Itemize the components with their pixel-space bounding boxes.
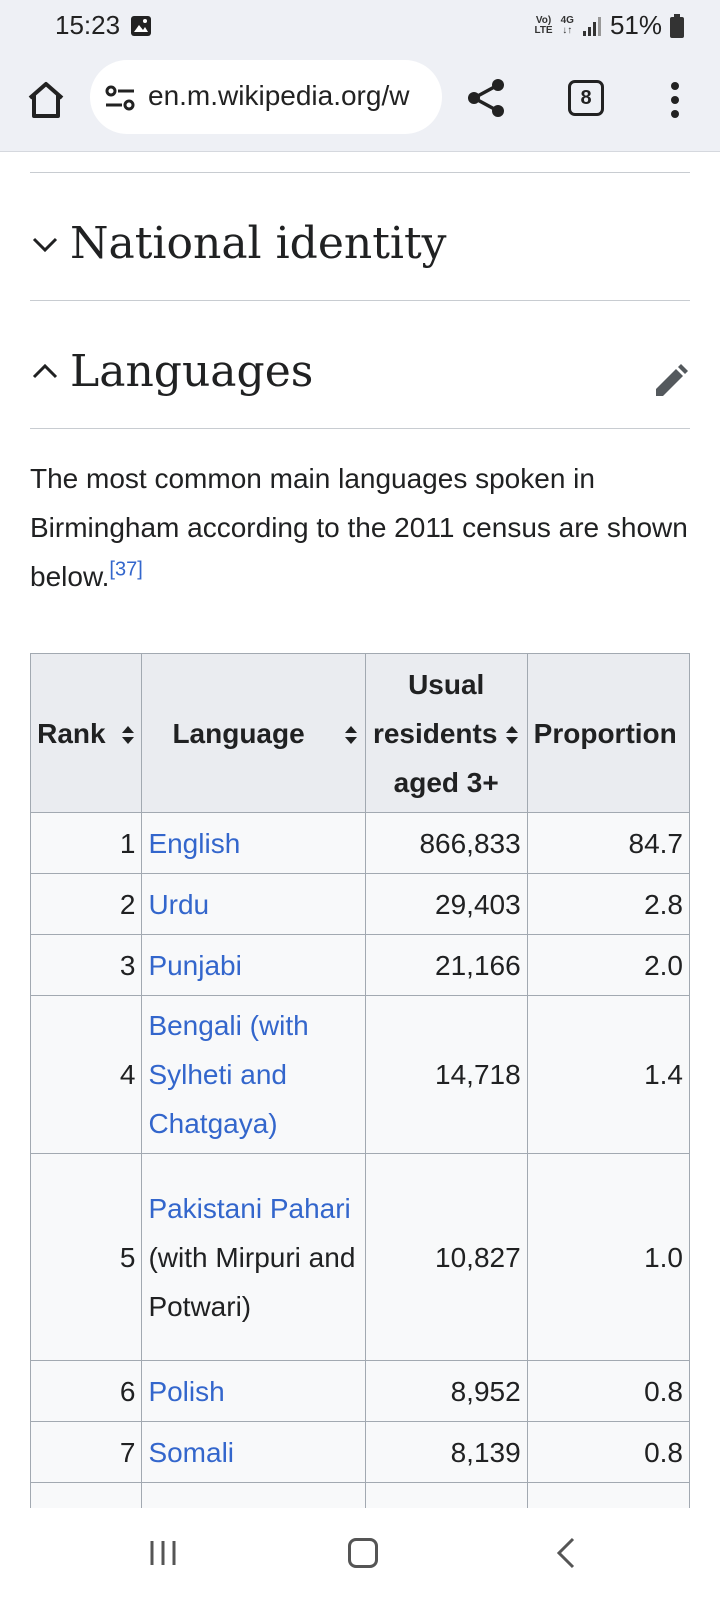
chevron-down-icon: [32, 237, 58, 252]
more-options-icon[interactable]: [660, 78, 690, 122]
rank-cell: 4: [30, 995, 143, 1154]
language-cell: Pakistani Pahari (with Mirpuri and Potwa…: [141, 1153, 366, 1361]
sort-icon: [506, 726, 519, 745]
header-usual-residents[interactable]: Usual residents aged 3+: [364, 653, 528, 813]
system-navigation-bar: [0, 1508, 720, 1600]
url-text[interactable]: en.m.wikipedia.org/w: [148, 80, 410, 111]
residents-cell: 10,827: [364, 1153, 528, 1361]
browser-toolbar: en.m.wikipedia.org/w 8: [0, 52, 720, 152]
language-link[interactable]: Polish: [148, 1375, 225, 1407]
section-divider: [30, 300, 690, 301]
status-bar: 15:23 Vo) LTE 4G ↓↑ 51%: [0, 0, 720, 52]
status-icons: Vo) LTE 4G ↓↑ 51%: [534, 10, 684, 41]
address-bar[interactable]: en.m.wikipedia.org/w: [90, 60, 442, 134]
table-row: 3 Punjabi 21,166 2.0: [30, 934, 690, 996]
residents-cell: 29,403: [364, 873, 528, 935]
proportion-cell: 2.0: [526, 934, 690, 996]
table-row: [30, 1482, 690, 1508]
recent-apps-icon[interactable]: [148, 1538, 178, 1568]
language-link[interactable]: English: [148, 827, 241, 859]
edit-pencil-icon[interactable]: [652, 364, 688, 400]
intro-paragraph: The most common main languages spoken in…: [30, 454, 690, 601]
table-row: 2 Urdu 29,403 2.8: [30, 873, 690, 935]
battery-percent: 51%: [609, 10, 662, 40]
intro-text: The most common main languages spoken in…: [30, 463, 688, 592]
table-row: 5 Pakistani Pahari (with Mirpuri and Pot…: [30, 1153, 690, 1361]
language-link[interactable]: Bengali (with Sylheti and Chatgaya): [148, 1010, 309, 1139]
header-rank[interactable]: Rank: [30, 653, 143, 813]
rank-cell: 3: [30, 934, 143, 996]
share-icon[interactable]: [465, 76, 509, 120]
residents-cell: 866,833: [364, 812, 528, 874]
section-divider: [30, 172, 690, 173]
language-link[interactable]: Pakistani Pahari: [148, 1192, 351, 1224]
home-icon[interactable]: [22, 76, 70, 124]
proportion-cell: 0.8: [526, 1360, 690, 1422]
header-language[interactable]: Language: [141, 653, 366, 813]
sort-icon: [122, 726, 135, 745]
language-cell: Urdu: [141, 873, 366, 935]
residents-cell: 14,718: [364, 995, 528, 1154]
status-time: 15:23: [55, 10, 121, 40]
language-link[interactable]: Punjabi: [148, 949, 242, 981]
tab-switcher-button[interactable]: 8: [568, 80, 604, 116]
language-link[interactable]: Urdu: [148, 888, 210, 920]
table-row: 7 Somali 8,139 0.8: [30, 1421, 690, 1483]
residents-cell: 8,952: [364, 1360, 528, 1422]
section-divider: [30, 428, 690, 429]
signal-icon: [582, 16, 601, 36]
home-nav-icon[interactable]: [348, 1538, 378, 1568]
table-header-row: Rank Language Usual residents aged 3+ Pr…: [30, 653, 690, 813]
table-row: 1 English 866,833 84.7: [30, 812, 690, 874]
battery-icon: [670, 13, 684, 38]
rank-cell: 7: [30, 1421, 143, 1483]
proportion-cell: 1.0: [526, 1153, 690, 1361]
reference-link[interactable]: [37]: [109, 558, 143, 581]
section-national-identity[interactable]: National identity: [30, 218, 447, 269]
residents-cell: 8,139: [364, 1421, 528, 1483]
header-proportion[interactable]: Proportion: [526, 653, 690, 813]
back-icon[interactable]: [555, 1536, 577, 1570]
residents-cell: 21,166: [364, 934, 528, 996]
rank-cell: 6: [30, 1360, 143, 1422]
language-cell: English: [141, 812, 366, 874]
proportion-cell: 1.4: [526, 995, 690, 1154]
language-cell: Punjabi: [141, 934, 366, 996]
site-settings-icon[interactable]: [104, 84, 136, 112]
language-cell: Polish: [141, 1360, 366, 1422]
section-languages[interactable]: Languages: [30, 346, 313, 397]
language-cell: Bengali (with Sylheti and Chatgaya): [141, 995, 366, 1154]
section-title: National identity: [70, 218, 447, 269]
proportion-cell: 0.8: [526, 1421, 690, 1483]
language-link[interactable]: Somali: [148, 1436, 235, 1468]
chevron-up-icon: [32, 363, 58, 378]
section-title: Languages: [70, 346, 314, 397]
proportion-cell: 84.7: [526, 812, 690, 874]
languages-table-container[interactable]: Rank Language Usual residents aged 3+ Pr…: [30, 653, 690, 1508]
rank-cell: 5: [30, 1153, 143, 1361]
table-row: 4 Bengali (with Sylheti and Chatgaya) 14…: [30, 995, 690, 1154]
proportion-cell: 2.8: [526, 873, 690, 935]
languages-table: Rank Language Usual residents aged 3+ Pr…: [30, 653, 690, 1508]
table-row: 6 Polish 8,952 0.8: [30, 1360, 690, 1422]
image-notification-icon: [131, 16, 151, 36]
rank-cell: 1: [30, 812, 143, 874]
network-4g-icon: 4G ↓↑: [560, 14, 574, 36]
rank-cell: 2: [30, 873, 143, 935]
language-note: (with Mirpuri and Potwari): [148, 1241, 356, 1322]
volte-icon: Vo) LTE: [534, 14, 553, 36]
sort-icon: [345, 726, 358, 745]
language-cell: Somali: [141, 1421, 366, 1483]
